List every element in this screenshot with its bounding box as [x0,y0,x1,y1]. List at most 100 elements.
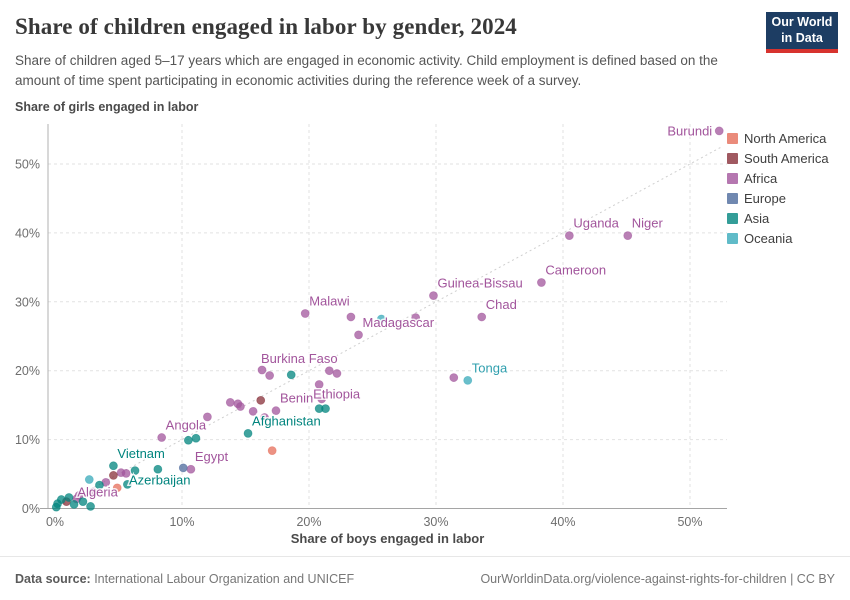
point-label: Malawi [309,294,350,309]
x-tick-label: 40% [550,515,575,529]
legend-label-europe: Europe [744,191,786,206]
point-malawi[interactable] [300,309,310,318]
data-point[interactable] [332,369,342,378]
point-label: Burundi [667,123,712,138]
point-burkina-faso[interactable] [257,365,267,375]
point-label: Tonga [472,360,508,375]
data-point[interactable] [324,366,334,376]
legend-label-oceania: Oceania [744,231,793,246]
data-point[interactable] [74,491,84,500]
x-tick-label: 20% [296,515,321,529]
data-point[interactable] [225,398,235,407]
data-point[interactable] [88,487,98,497]
scatter-plot-area[interactable]: 0% 10% 20% 30% 40% 50% 0% 10% 20% 30% 40% 50% Share … [0,96,850,561]
data-point[interactable] [260,413,269,422]
point-cameroon[interactable] [537,278,546,287]
data-point[interactable] [64,493,74,502]
point-label: Cameroon [545,263,606,278]
x-axis-title: Share of boys engaged in labor [291,531,485,546]
data-point[interactable] [236,402,245,411]
point-label: Benin [280,391,313,406]
point-label: Azerbaijan [129,473,190,488]
point-label: Egypt [195,449,229,464]
point-niger[interactable] [623,231,633,241]
data-point[interactable] [51,502,61,512]
point-label: Afghanistan [252,413,321,428]
legend-swatch-europe [727,193,738,204]
point-label: Madagascar [363,315,435,330]
data-point[interactable] [109,471,118,480]
data-source-note: Data source: International Labour Organi… [15,572,354,586]
data-point[interactable] [203,412,212,422]
point-angola[interactable] [157,433,167,442]
data-point[interactable] [56,495,66,504]
legend-item-south_america[interactable]: South America [727,151,829,166]
data-point[interactable] [321,404,330,413]
point-burundi[interactable] [714,126,724,136]
data-point[interactable] [112,483,122,493]
continent-legend: North America South America Africa Europe As… [727,131,829,246]
y-tick-label: 20% [15,364,40,378]
x-tick-label: 10% [169,515,194,529]
legend-swatch-africa [727,173,738,184]
owid-logo[interactable]: Our World in Data [766,12,838,53]
data-point[interactable] [346,312,356,322]
legend-label-africa: Africa [744,171,778,186]
legend-swatch-oceania [727,233,738,244]
data-point[interactable] [78,497,88,506]
y-tick-label: 40% [15,226,40,240]
data-point[interactable] [84,475,94,484]
point-madagascar[interactable] [354,330,363,340]
legend-item-north_america[interactable]: North America [727,131,829,146]
point-vietnam[interactable] [109,461,118,471]
point-benin[interactable] [271,406,281,416]
point-label: Burkina Faso [261,351,338,366]
data-point[interactable] [153,464,163,474]
point-label: Angola [166,418,207,433]
data-point[interactable] [121,468,131,478]
chart-subtitle: Share of children aged 5–17 years which … [15,53,718,88]
legend-item-asia[interactable]: Asia [727,211,829,226]
data-point[interactable] [248,406,258,416]
data-point[interactable] [95,480,104,490]
legend-item-oceania[interactable]: Oceania [727,231,829,246]
data-point[interactable] [256,395,266,405]
point-azerbaijan[interactable] [130,466,140,475]
data-point[interactable] [449,373,459,382]
data-point[interactable] [178,463,188,473]
point-label: Guinea-Bissau [437,276,522,291]
point-label: Vietnam [117,446,164,461]
point-tonga[interactable] [463,375,473,385]
point-afghanistan[interactable] [243,429,253,438]
legend-item-africa[interactable]: Africa [727,171,829,186]
point-uganda[interactable] [564,231,574,241]
data-point[interactable] [191,433,201,443]
data-point[interactable] [286,370,296,380]
data-point[interactable] [267,446,277,455]
point-chad[interactable] [477,312,487,322]
legend-swatch-asia [727,213,738,224]
y-axis-title: Share of girls engaged in labor [15,100,199,114]
legend-label-north_america: North America [744,131,827,146]
data-point[interactable] [317,394,327,404]
page-title: Share of children engaged in labor by ge… [15,14,517,39]
x-tick-label: 50% [677,515,702,529]
data-point[interactable] [69,499,79,509]
parity-line [54,146,722,509]
y-tick-label: 0% [22,502,40,516]
data-point[interactable] [86,502,95,511]
legend-item-europe[interactable]: Europe [727,191,829,206]
data-point[interactable] [377,314,386,324]
x-tick-label: 0% [46,515,64,529]
owid-cc-link[interactable]: OurWorldinData.org/violence-against-righ… [480,571,835,586]
data-point[interactable] [123,480,132,489]
data-point[interactable] [411,313,421,323]
scatter-plot-canvas[interactable]: 0% 10% 20% 30% 40% 50% 0% 10% 20% 30% 40% 50% Share … [0,96,850,561]
data-point[interactable] [265,371,275,380]
point-ethiopia[interactable] [314,380,324,389]
point-guinea-bissau[interactable] [429,291,438,300]
point-label: Ethiopia [313,386,361,401]
legend-label-asia: Asia [744,211,770,226]
data-source-text: International Labour Organization and UN… [90,571,355,586]
data-point[interactable] [183,435,193,445]
